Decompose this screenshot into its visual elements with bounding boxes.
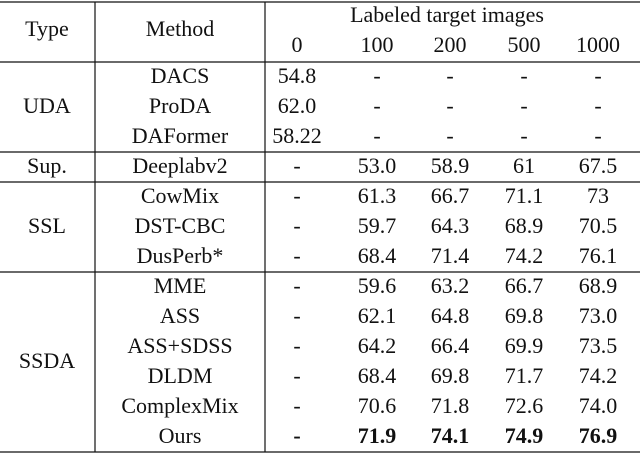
- header-column: 0: [292, 32, 303, 57]
- method-cell: MME: [154, 273, 207, 298]
- value-cell: -: [293, 153, 300, 178]
- header-column: 500: [508, 32, 541, 57]
- value-cell: -: [594, 93, 601, 118]
- value-cell: 63.2: [431, 273, 470, 298]
- type-cell: UDA: [23, 93, 71, 118]
- value-cell: -: [293, 363, 300, 388]
- value-cell: -: [520, 123, 527, 148]
- value-cell: 61: [513, 153, 535, 178]
- value-cell: 66.7: [505, 273, 544, 298]
- value-cell: 68.4: [358, 243, 397, 268]
- value-cell: 67.5: [579, 153, 618, 178]
- value-cell: 74.0: [579, 393, 618, 418]
- value-cell: 61.3: [358, 183, 397, 208]
- value-cell: 69.8: [505, 303, 544, 328]
- method-cell: DST-CBC: [135, 213, 226, 238]
- value-cell: 71.8: [431, 393, 470, 418]
- value-cell: -: [520, 93, 527, 118]
- method-cell: DACS: [151, 63, 210, 88]
- value-cell: -: [293, 423, 300, 448]
- header-column: 200: [434, 32, 467, 57]
- value-cell: 68.9: [579, 273, 618, 298]
- method-cell: Deeplabv2: [132, 153, 227, 178]
- method-cell: ASS: [160, 303, 200, 328]
- value-cell: 73.0: [579, 303, 618, 328]
- method-cell: ComplexMix: [121, 393, 238, 418]
- value-cell: -: [594, 63, 601, 88]
- value-cell: 71.4: [431, 243, 470, 268]
- method-cell: ProDA: [149, 93, 211, 118]
- value-cell: 71.7: [505, 363, 544, 388]
- value-cell: -: [373, 93, 380, 118]
- value-cell: -: [373, 123, 380, 148]
- value-cell: 76.1: [579, 243, 618, 268]
- value-cell: 70.5: [579, 213, 618, 238]
- value-cell: -: [446, 93, 453, 118]
- value-cell: -: [594, 123, 601, 148]
- value-cell: -: [446, 63, 453, 88]
- value-cell: 62.1: [358, 303, 397, 328]
- value-cell: 58.22: [272, 123, 322, 148]
- value-cell: -: [293, 333, 300, 358]
- header-column: 100: [361, 32, 394, 57]
- value-cell: 68.4: [358, 363, 397, 388]
- value-cell: -: [293, 273, 300, 298]
- value-cell: 53.0: [358, 153, 397, 178]
- method-cell: DAFormer: [132, 123, 229, 148]
- value-cell: 74.1: [431, 423, 470, 448]
- method-cell: DusPerb*: [137, 243, 224, 268]
- value-cell: -: [446, 123, 453, 148]
- value-cell: 64.3: [431, 213, 470, 238]
- value-cell: -: [293, 393, 300, 418]
- type-cell: SSL: [28, 213, 66, 238]
- value-cell: 62.0: [278, 93, 317, 118]
- header-method: Method: [146, 16, 214, 41]
- value-cell: 59.7: [358, 213, 397, 238]
- value-cell: 69.8: [431, 363, 470, 388]
- type-cell: SSDA: [19, 348, 75, 373]
- value-cell: 70.6: [358, 393, 397, 418]
- value-cell: -: [293, 303, 300, 328]
- type-cell: Sup.: [27, 153, 67, 178]
- header-column: 1000: [576, 32, 620, 57]
- header-group: Labeled target images: [350, 2, 544, 27]
- method-cell: DLDM: [148, 363, 213, 388]
- value-cell: 71.9: [358, 423, 397, 448]
- value-cell: 71.1: [505, 183, 544, 208]
- value-cell: 74.2: [505, 243, 544, 268]
- value-cell: -: [293, 183, 300, 208]
- value-cell: 58.9: [431, 153, 470, 178]
- value-cell: 72.6: [505, 393, 544, 418]
- value-cell: 73: [587, 183, 609, 208]
- value-cell: 74.9: [505, 423, 544, 448]
- value-cell: 69.9: [505, 333, 544, 358]
- method-cell: ASS+SDSS: [127, 333, 232, 358]
- value-cell: 74.2: [579, 363, 618, 388]
- value-cell: 64.2: [358, 333, 397, 358]
- value-cell: -: [293, 213, 300, 238]
- header-type: Type: [25, 16, 69, 41]
- value-cell: 66.7: [431, 183, 470, 208]
- value-cell: 59.6: [358, 273, 397, 298]
- value-cell: 76.9: [579, 423, 618, 448]
- value-cell: 64.8: [431, 303, 470, 328]
- value-cell: -: [373, 63, 380, 88]
- value-cell: 73.5: [579, 333, 618, 358]
- value-cell: 68.9: [505, 213, 544, 238]
- method-cell: Ours: [159, 423, 202, 448]
- value-cell: -: [293, 243, 300, 268]
- value-cell: 54.8: [278, 63, 317, 88]
- value-cell: -: [520, 63, 527, 88]
- value-cell: 66.4: [431, 333, 470, 358]
- method-cell: CowMix: [141, 183, 219, 208]
